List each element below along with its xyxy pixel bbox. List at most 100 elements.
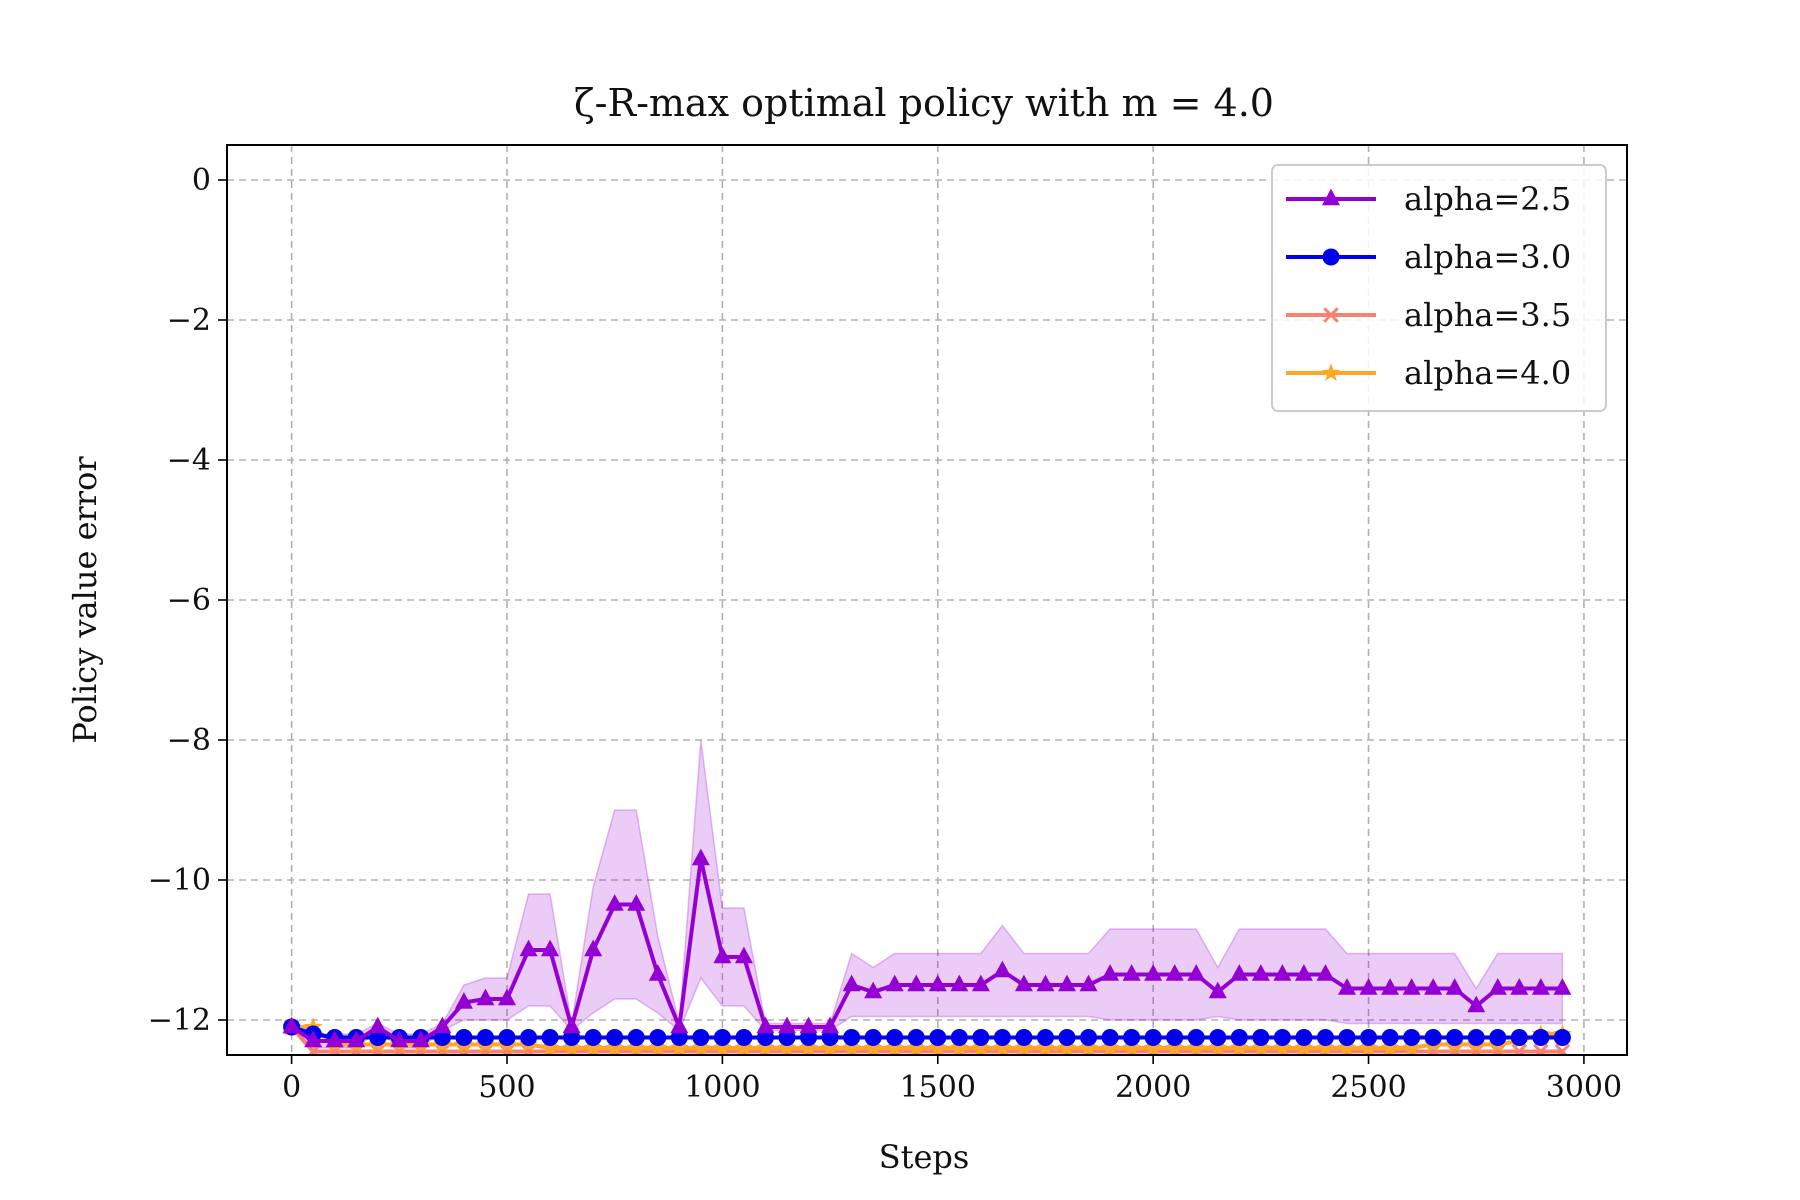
data-point	[1532, 1028, 1550, 1047]
data-point	[562, 1016, 581, 1034]
data-point	[821, 1016, 840, 1034]
marker-stroke	[1323, 307, 1339, 323]
y-tick-label: −12	[148, 1003, 211, 1038]
legend-label: alpha=4.0	[1404, 354, 1571, 392]
data-point	[734, 1038, 754, 1055]
data-point	[1553, 1028, 1571, 1047]
data-point	[1402, 978, 1421, 995]
data-point	[1359, 1028, 1378, 1047]
data-point	[1057, 1038, 1077, 1055]
data-point	[455, 1028, 473, 1047]
data-point	[1316, 1038, 1335, 1055]
data-point	[1036, 1028, 1055, 1047]
data-point	[1510, 1028, 1528, 1047]
data-point	[1338, 978, 1356, 995]
legend-item: alpha=4.0	[1286, 354, 1571, 392]
legend-label: alpha=2.5	[1404, 180, 1571, 218]
data-point	[1208, 1038, 1228, 1055]
data-point	[1489, 1043, 1506, 1055]
x-tick-label: 0	[282, 1070, 301, 1105]
data-point	[626, 1038, 646, 1055]
data-point	[368, 1016, 387, 1034]
data-point	[648, 1038, 668, 1055]
data-point	[993, 1028, 1011, 1047]
data-point	[1316, 1028, 1335, 1047]
data-point	[1316, 964, 1335, 981]
series-alpha-2-5	[282, 848, 1572, 1048]
marker-stroke	[1492, 1043, 1506, 1055]
data-point	[1294, 1038, 1314, 1055]
legend-label: alpha=3.5	[1404, 296, 1571, 334]
data-point	[1381, 1028, 1399, 1047]
y-tick-label: −6	[167, 583, 211, 618]
data-point	[304, 1030, 323, 1048]
y-tick-label: −10	[148, 863, 211, 898]
marker-stroke	[372, 1043, 386, 1055]
data-point	[540, 1038, 560, 1055]
data-point	[842, 1038, 862, 1055]
data-point	[1446, 1043, 1463, 1055]
data-point	[950, 974, 969, 992]
data-point	[454, 992, 473, 1009]
data-point	[519, 1028, 538, 1047]
data-point	[605, 894, 624, 911]
data-point	[1488, 978, 1507, 995]
data-point	[1321, 363, 1341, 382]
data-point	[907, 1028, 925, 1047]
data-point	[1402, 1038, 1422, 1055]
data-point	[1446, 1028, 1464, 1047]
legend: alpha=2.5 alpha=3.0 alpha=3.5 alpha=4.0	[1271, 164, 1607, 412]
data-point	[1322, 248, 1340, 266]
data-point	[864, 1028, 882, 1047]
data-point	[1165, 1038, 1185, 1055]
data-point	[669, 1038, 689, 1055]
data-point	[605, 1038, 625, 1055]
chart-title: ζ-R-max optimal policy with m = 4.0	[574, 81, 1274, 125]
data-point	[1445, 978, 1464, 995]
data-point	[906, 1038, 926, 1055]
data-point	[498, 988, 516, 1006]
data-point	[1100, 1038, 1120, 1055]
data-point	[1468, 1043, 1485, 1055]
data-point	[1323, 307, 1339, 323]
data-point	[1359, 1038, 1378, 1055]
marker-stroke	[1556, 1043, 1571, 1055]
data-point	[434, 1043, 451, 1055]
data-point	[1403, 1028, 1421, 1047]
data-point	[562, 1038, 582, 1055]
data-point	[820, 1038, 840, 1055]
y-axis-label: Policy value error	[66, 456, 104, 744]
data-point	[1424, 978, 1443, 995]
legend-box	[1271, 164, 1607, 412]
data-point	[1230, 964, 1249, 981]
data-point	[1467, 995, 1486, 1013]
x-axis-label: Steps	[879, 1138, 970, 1176]
data-point	[648, 964, 667, 981]
data-point	[476, 1028, 495, 1047]
data-point	[1101, 1028, 1119, 1047]
data-point	[584, 1028, 602, 1047]
data-point	[325, 1030, 344, 1048]
data-point	[1079, 974, 1098, 992]
data-point	[1322, 188, 1340, 206]
data-point	[1079, 1038, 1098, 1055]
data-point	[1165, 964, 1184, 981]
data-point	[1338, 1028, 1356, 1047]
data-point	[649, 1028, 667, 1047]
data-point	[971, 1038, 991, 1055]
data-point	[1014, 1038, 1034, 1055]
data-point	[928, 974, 947, 992]
data-point	[433, 1016, 452, 1034]
data-point	[1058, 974, 1076, 992]
data-point	[928, 1038, 948, 1055]
data-point	[347, 1030, 366, 1048]
data-point	[1058, 1028, 1076, 1047]
data-point	[993, 960, 1012, 978]
data-point	[1424, 1028, 1442, 1047]
data-point	[691, 848, 710, 866]
grid	[227, 145, 1627, 1055]
data-point	[1359, 978, 1378, 995]
data-point	[541, 1028, 559, 1047]
data-point	[1143, 1038, 1163, 1055]
